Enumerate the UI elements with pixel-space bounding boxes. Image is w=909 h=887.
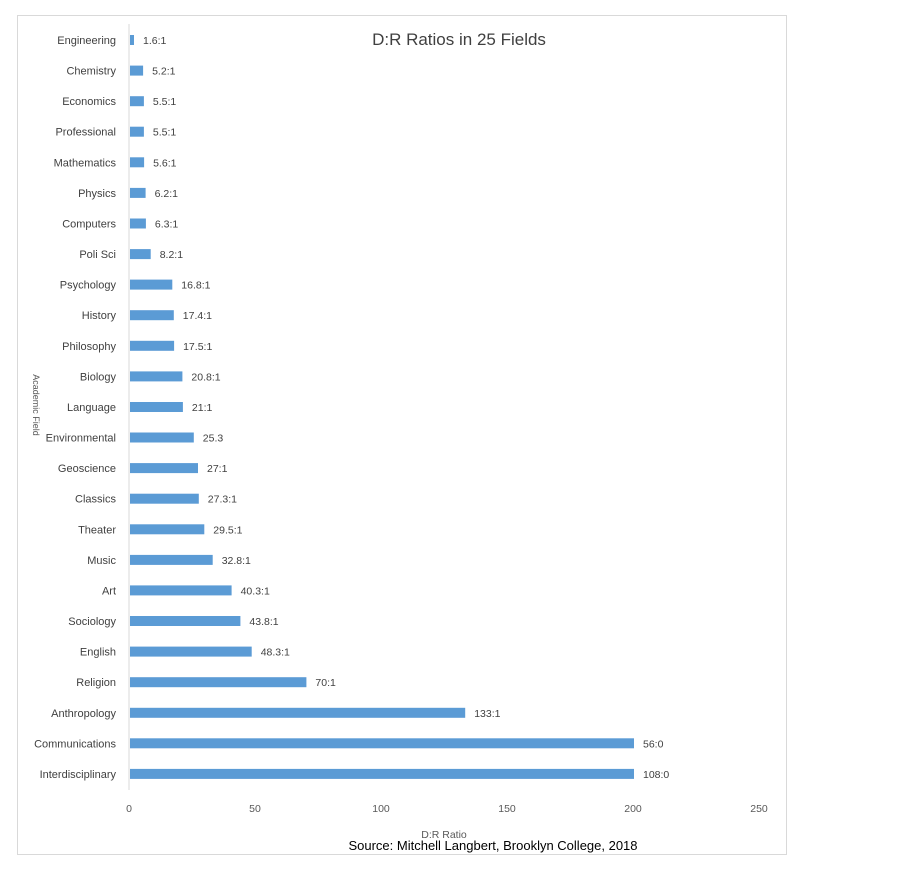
bar-history — [130, 310, 174, 321]
bar-economics — [130, 96, 144, 107]
bar-biology — [130, 371, 183, 382]
category-label: Sociology — [68, 616, 116, 628]
data-label: 43.8:1 — [249, 616, 278, 628]
data-label: 40.3:1 — [241, 585, 270, 597]
data-label: 70:1 — [315, 677, 336, 689]
source-note: Source: Mitchell Langbert, Brooklyn Coll… — [348, 838, 637, 853]
x-tick-label: 0 — [126, 803, 132, 815]
bar-environmental — [130, 432, 194, 443]
category-label: Communications — [34, 738, 116, 750]
category-label: Theater — [78, 524, 116, 536]
data-label: 29.5:1 — [213, 524, 242, 536]
category-label: Physics — [78, 188, 116, 200]
bar-psychology — [130, 279, 173, 290]
bar-religion — [130, 677, 307, 688]
bar-chemistry — [130, 65, 144, 76]
bar-theater — [130, 524, 205, 535]
data-label: 27.3:1 — [208, 494, 237, 506]
category-label: History — [82, 310, 117, 322]
category-label: Engineering — [57, 35, 116, 47]
category-label: Professional — [55, 127, 116, 139]
bar-mathematics — [130, 157, 145, 168]
bar-english — [130, 646, 252, 657]
category-label: Biology — [80, 371, 117, 383]
category-labels: Engineering Chemistry Economics Professiona… — [34, 35, 116, 781]
data-label: 20.8:1 — [191, 371, 220, 383]
data-label: 1.6:1 — [143, 35, 167, 47]
data-label: 133:1 — [474, 708, 500, 720]
data-label: 32.8:1 — [222, 555, 251, 567]
bar-communications — [130, 738, 634, 749]
bar-computers — [130, 218, 146, 229]
bar-poli-sci — [130, 249, 151, 260]
x-tick-label: 50 — [249, 803, 261, 815]
category-label: Philosophy — [62, 341, 116, 353]
bar-philosophy — [130, 340, 175, 351]
bar-interdisciplinary — [130, 768, 634, 779]
bar-art — [130, 585, 232, 596]
x-tick-label: 250 — [750, 803, 768, 815]
category-label: Environmental — [46, 433, 116, 445]
bar-physics — [130, 187, 146, 198]
bar-geoscience — [130, 463, 198, 474]
y-axis-title: Academic Field — [31, 374, 41, 436]
data-label: 16.8:1 — [181, 280, 210, 292]
bar-classics — [130, 493, 199, 504]
category-label: Psychology — [60, 280, 117, 292]
chart-title: D:R Ratios in 25 Fields — [372, 30, 546, 49]
category-label: Art — [102, 585, 116, 597]
bar-engineering — [130, 35, 134, 45]
x-tick-label: 200 — [624, 803, 642, 815]
data-label: 27:1 — [207, 463, 228, 475]
data-label: 5.6:1 — [153, 157, 177, 169]
x-tick-label: 150 — [498, 803, 516, 815]
bars-group — [130, 35, 634, 779]
bar-language — [130, 402, 183, 412]
data-label: 108:0 — [643, 769, 669, 781]
category-label: Religion — [76, 677, 116, 689]
data-label: 6.2:1 — [155, 188, 179, 200]
bar-sociology — [130, 616, 241, 626]
x-tick-label: 100 — [372, 803, 390, 815]
x-axis-ticks: 0 50 100 150 200 250 — [126, 803, 768, 815]
bar-music — [130, 554, 213, 565]
category-label: Geoscience — [58, 463, 116, 475]
data-label: 56:0 — [643, 738, 664, 750]
bar-professional — [130, 126, 144, 137]
category-label: Mathematics — [54, 157, 117, 169]
category-label: Interdisciplinary — [40, 769, 117, 781]
category-label: Poli Sci — [79, 249, 116, 261]
data-labels: 1.6:1 5.2:1 5.5:1 5.5:1 5.6:1 6.2:1 6.3:1 8.2:1… — [143, 35, 669, 781]
data-label: 25.3 — [203, 433, 224, 445]
category-label: Anthropology — [51, 708, 116, 720]
data-label: 48.3:1 — [261, 647, 290, 659]
data-label: 21:1 — [192, 402, 213, 414]
category-label: English — [80, 647, 116, 659]
data-label: 5.5:1 — [153, 127, 177, 139]
data-label: 8.2:1 — [160, 249, 184, 261]
bar-anthropology — [130, 707, 466, 718]
data-label: 17.5:1 — [183, 341, 212, 353]
category-label: Music — [87, 555, 116, 567]
category-label: Chemistry — [66, 66, 116, 78]
category-label: Language — [67, 402, 116, 414]
category-label: Computers — [62, 219, 116, 231]
category-label: Classics — [75, 494, 116, 506]
data-label: 5.5:1 — [153, 96, 177, 108]
x-axis-title: D:R Ratio — [421, 829, 467, 841]
data-label: 6.3:1 — [155, 219, 179, 231]
data-label: 5.2:1 — [152, 66, 176, 78]
data-label: 17.4:1 — [183, 310, 212, 322]
category-label: Economics — [62, 96, 116, 108]
